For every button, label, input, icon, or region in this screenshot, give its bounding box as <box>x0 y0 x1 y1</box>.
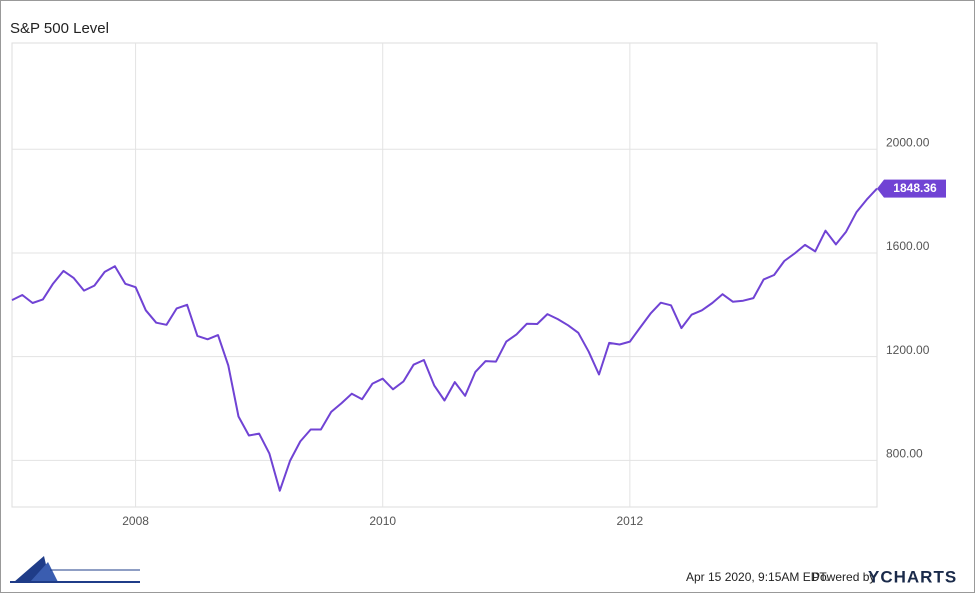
y-tick-label: 1600.00 <box>886 239 930 253</box>
x-tick-label: 2010 <box>369 514 396 528</box>
last-value-label: 1848.36 <box>893 181 937 195</box>
brand: YCHARTS <box>868 567 957 586</box>
last-value-box <box>884 179 946 198</box>
y-tick-label: 1200.00 <box>886 343 930 357</box>
plot-frame <box>11 42 878 508</box>
price-line <box>11 187 878 492</box>
footer-date: Apr 15 2020, 9:15AM EDT. <box>686 570 829 584</box>
y-tick-label: 2000.00 <box>886 135 930 149</box>
y-tick-label: 800.00 <box>886 447 923 461</box>
firm-logo <box>10 556 140 583</box>
last-value-pointer <box>877 179 884 198</box>
powered-by: Powered by <box>812 570 875 584</box>
x-tick-label: 2008 <box>122 514 149 528</box>
x-tick-label: 2012 <box>617 514 644 528</box>
chart-title: S&P 500 Level <box>10 20 109 37</box>
